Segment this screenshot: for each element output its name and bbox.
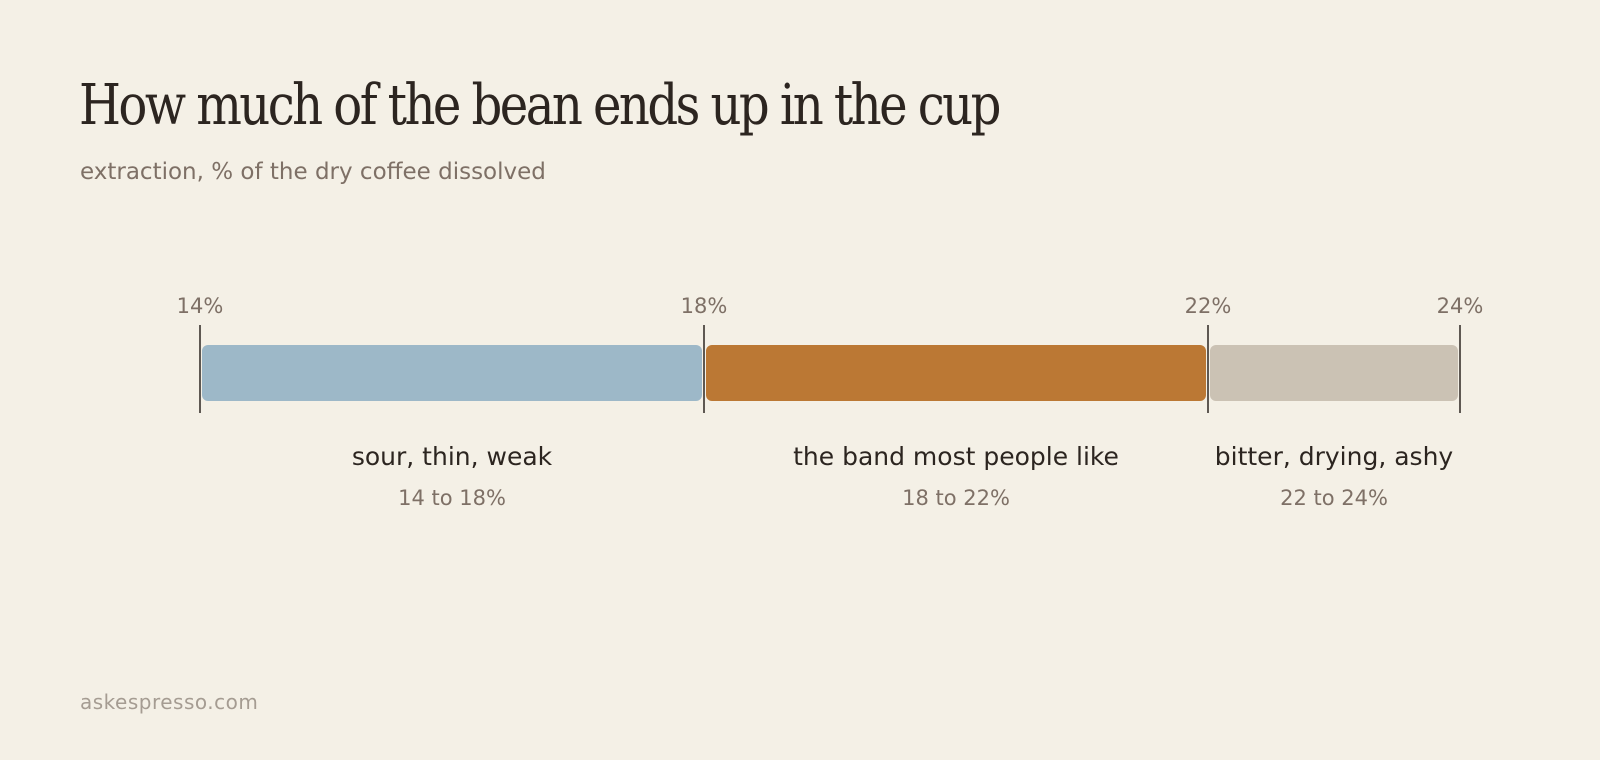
site-footer: askespresso.com [80, 690, 259, 714]
tick-label-0: 14% [177, 294, 224, 318]
tick-label-1: 18% [681, 294, 728, 318]
chart-subtitle: extraction, % of the dry coffee dissolve… [80, 159, 546, 185]
tick-label-3: 24% [1437, 294, 1484, 318]
range-bar-2 [1210, 345, 1458, 401]
range-sublabel-2: 22 to 24% [1280, 486, 1388, 510]
tick-label-2: 22% [1185, 294, 1232, 318]
range-sublabel-0: 14 to 18% [398, 486, 506, 510]
range-label-2: bitter, drying, ashy [1215, 442, 1454, 471]
range-label-1: the band most people like [793, 442, 1119, 471]
range-sublabel-1: 18 to 22% [902, 486, 1010, 510]
range-label-0: sour, thin, weak [352, 442, 553, 471]
chart-title: How much of the bean ends up in the cup [79, 73, 1001, 138]
range-bar-0 [202, 345, 702, 401]
range-bar-1 [706, 345, 1206, 401]
